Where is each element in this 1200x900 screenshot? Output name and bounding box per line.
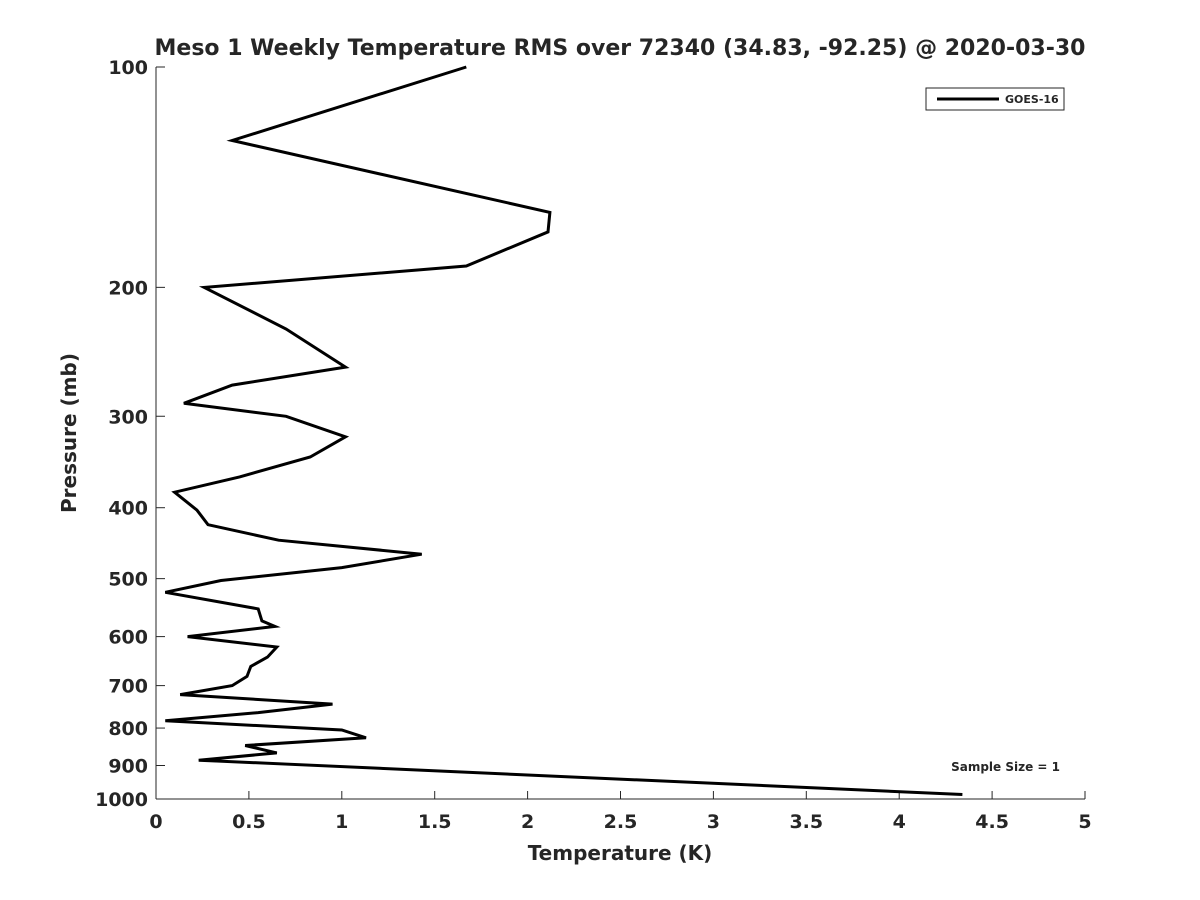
x-tick-label: 4	[893, 811, 906, 833]
x-tick-label: 2.5	[604, 811, 638, 833]
x-tick-label: 5	[1078, 811, 1091, 833]
legend-label: GOES-16	[1005, 93, 1059, 106]
x-tick-label: 4.5	[975, 811, 1009, 833]
y-tick-label: 300	[108, 406, 148, 428]
x-tick-label: 3.5	[789, 811, 823, 833]
y-tick-label: 800	[108, 718, 148, 740]
x-tick-label: 1.5	[418, 811, 452, 833]
x-tick-label: 2	[521, 811, 534, 833]
y-axis-label: Pressure (mb)	[57, 353, 81, 513]
y-tick-label: 900	[108, 756, 148, 778]
y-tick-label: 700	[108, 676, 148, 698]
chart-title: Meso 1 Weekly Temperature RMS over 72340…	[155, 36, 1086, 61]
y-tick-label: 600	[108, 627, 148, 649]
legend: GOES-16	[925, 87, 1065, 111]
sample-size-annotation: Sample Size = 1	[951, 760, 1060, 774]
y-tick-label: 200	[108, 277, 148, 299]
x-tick-label: 0	[149, 811, 162, 833]
axes: 0 0.5 1 1.5 2 2.5 3 3.5 4 4.5 5 100 200 300 400 500 600 7…	[95, 57, 1092, 833]
y-tick-label: 1000	[95, 789, 148, 811]
x-tick-label: 3	[707, 811, 720, 833]
series-layer	[164, 65, 963, 796]
x-tick-label: 1	[335, 811, 348, 833]
y-tick-label: 100	[108, 57, 148, 79]
x-tick-label: 0.5	[232, 811, 266, 833]
series-line	[164, 65, 963, 796]
y-tick-label: 500	[108, 569, 148, 591]
x-axis-label: Temperature (K)	[528, 841, 713, 865]
y-tick-label: 400	[108, 498, 148, 520]
